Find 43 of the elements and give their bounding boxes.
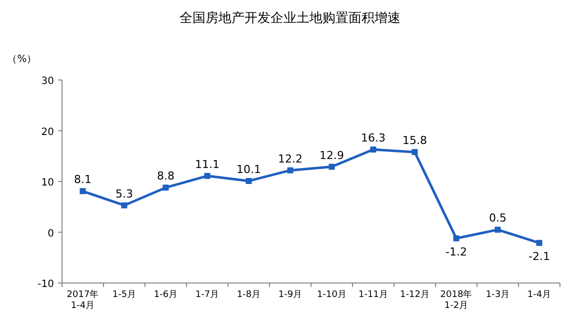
x-tick-label: 1-3月 xyxy=(486,290,510,300)
x-tick-label: 1-12月 xyxy=(400,290,430,300)
point xyxy=(162,184,169,191)
y-tick-label: 0 xyxy=(48,228,54,240)
data-label: 8.1 xyxy=(74,173,92,186)
point xyxy=(204,172,210,179)
data-label: 11.1 xyxy=(195,158,220,171)
x-tick-label: 1-8月 xyxy=(236,290,261,300)
data-label: -1.2 xyxy=(446,245,467,258)
x-tick-label: 1-11月 xyxy=(358,290,388,300)
point xyxy=(536,240,542,246)
x-tick-label: 1-9月 xyxy=(278,290,302,300)
data-label: 12.2 xyxy=(278,152,302,166)
x-tick-label: 1-4月 xyxy=(527,290,552,300)
point xyxy=(370,146,376,153)
point xyxy=(412,149,418,156)
x-tick-label: 1-7月 xyxy=(195,290,220,300)
point xyxy=(80,188,86,194)
point xyxy=(246,178,252,184)
y-tick-label: 30 xyxy=(41,76,54,87)
x-tick-label: 2017年 1-4月 xyxy=(66,289,99,311)
point xyxy=(453,235,460,242)
x-tick-label: 1-10月 xyxy=(317,290,346,300)
point xyxy=(287,167,294,174)
data-label: 12.9 xyxy=(320,148,344,162)
data-label: 0.5 xyxy=(489,212,506,225)
x-tick-label: 1-5月 xyxy=(112,290,136,300)
point xyxy=(328,164,335,170)
data-label: 8.8 xyxy=(157,170,174,183)
point xyxy=(494,226,501,233)
data-label: 16.3 xyxy=(361,132,386,145)
data-label: -2.1 xyxy=(528,250,550,263)
chart-title: 全国房地产开发企业土地购置面积增速 xyxy=(180,10,400,26)
point xyxy=(121,202,128,208)
data-label: 5.3 xyxy=(116,187,133,200)
data-label: 15.8 xyxy=(402,134,427,148)
data-label: 10.1 xyxy=(236,162,261,176)
y-tick-label: -10 xyxy=(38,279,54,290)
y-tick-label: 10 xyxy=(41,178,54,188)
y-axis-title: （%） xyxy=(7,54,37,65)
x-tick-label: 2018年 1-2月 xyxy=(440,289,472,311)
y-tick-label: 20 xyxy=(41,126,54,138)
x-tick-label: 1-6月 xyxy=(154,290,178,300)
